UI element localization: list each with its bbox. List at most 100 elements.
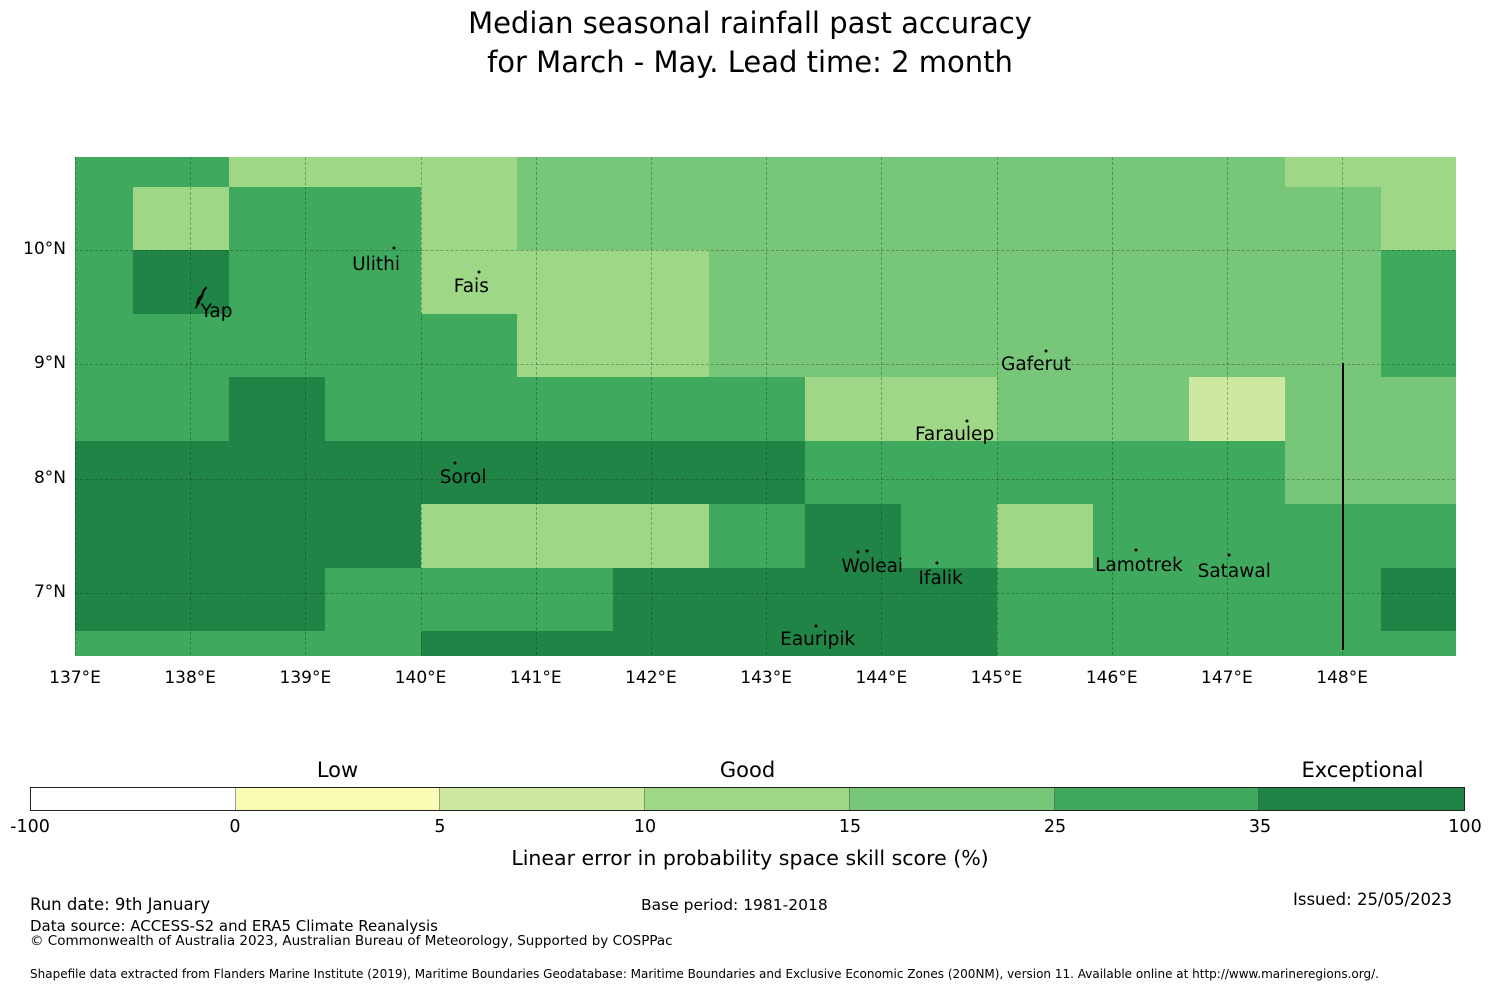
heatmap-cell: [1092, 631, 1190, 656]
heatmap-cell: [708, 186, 806, 251]
x-tick-label: 147°E: [1201, 668, 1253, 688]
heatmap-cell: [132, 504, 230, 569]
heatmap-cell: [1188, 250, 1286, 315]
heatmap-cell: [420, 504, 518, 569]
island-label: Faraulep: [914, 423, 995, 445]
heatmap-cell: [1092, 504, 1190, 569]
island-marker-dot: [1227, 553, 1231, 557]
island-label: Woleai: [841, 556, 904, 578]
heatmap-cell: [75, 567, 134, 632]
heatmap-cell: [900, 377, 998, 442]
colorbar-tick-label: 35: [1248, 817, 1272, 837]
heatmap-cell: [612, 567, 710, 632]
longitude-gridline: [535, 157, 537, 655]
heatmap-cell: [804, 504, 902, 569]
y-tick-label: 7°N: [33, 582, 66, 603]
longitude-gridline: [1111, 157, 1113, 655]
colorbar-segment: [1054, 788, 1260, 810]
longitude-gridline: [881, 157, 883, 655]
island-marker-dot: [856, 550, 860, 554]
island-label: Eauripik: [780, 629, 856, 651]
heatmap-cell: [708, 157, 806, 188]
heatmap-cell: [132, 377, 230, 442]
heatmap-cell: [1380, 440, 1456, 505]
heatmap-cell: [1284, 186, 1382, 251]
heatmap-cell: [900, 504, 998, 569]
heatmap-cell: [420, 631, 518, 656]
island-label: Satawal: [1197, 561, 1271, 583]
colorbar-tick-label: 0: [229, 817, 241, 837]
x-tick-label: 142°E: [625, 668, 677, 688]
heatmap-cell: [516, 250, 614, 315]
heatmap-cell: [996, 157, 1094, 188]
heatmap-cell: [1380, 157, 1456, 188]
heatmap-cell: [996, 313, 1094, 378]
island-label: Ulithi: [352, 253, 401, 275]
heatmap-cell: [75, 504, 134, 569]
island-marker-dot: [453, 461, 457, 465]
colorbar-tick-label: 15: [838, 817, 862, 837]
colorbar-tick-label: 10: [633, 817, 657, 837]
heatmap-cell: [420, 186, 518, 251]
heatmap-cell: [612, 377, 710, 442]
island-marker-dot: [965, 419, 969, 423]
island-marker-dot: [1044, 349, 1048, 353]
colorbar-tick-label: 25: [1043, 817, 1067, 837]
heatmap-cell: [132, 157, 230, 188]
heatmap-cell: [132, 631, 230, 656]
heatmap-cell: [900, 157, 998, 188]
colorbar-region-label: Exceptional: [1301, 758, 1424, 782]
heatmap-cell: [516, 157, 614, 188]
heatmap-cell: [516, 440, 614, 505]
heatmap-cell: [1188, 377, 1286, 442]
x-tick-label: 138°E: [164, 668, 217, 688]
heatmap-cell: [1188, 186, 1286, 251]
heatmap-cell: [612, 186, 710, 251]
heatmap-cell: [324, 186, 422, 251]
island-marker-dot: [477, 270, 481, 274]
heatmap-cell: [900, 567, 998, 632]
heatmap-cell: [1380, 186, 1456, 251]
heatmap-cell: [75, 157, 134, 188]
heatmap-cell: [228, 440, 326, 505]
issued-date-text: Issued: 25/05/2023: [1293, 890, 1453, 909]
x-tick-label: 141°E: [509, 668, 562, 688]
island-label: Gaferut: [1000, 353, 1072, 375]
heatmap-cell: [1284, 157, 1382, 188]
eez-boundary-line: [1342, 363, 1345, 651]
heatmap-cell: [324, 440, 422, 505]
latitude-gridline: [75, 250, 1455, 252]
heatmap-cell: [708, 631, 806, 656]
longitude-gridline: [190, 157, 192, 655]
heatmap-cell: [1284, 377, 1382, 442]
heatmap-cell: [996, 631, 1094, 656]
heatmap-cell: [1284, 631, 1382, 656]
longitude-gridline: [305, 157, 307, 655]
x-tick-label: 143°E: [740, 668, 792, 688]
heatmap-cell: [804, 440, 902, 505]
heatmap-cell: [1092, 567, 1190, 632]
base-period-text: Base period: 1981-2018: [641, 896, 828, 914]
heatmap-cell: [804, 157, 902, 188]
heatmap-cell: [1092, 377, 1190, 442]
colorbar-region-label: Good: [719, 758, 776, 782]
heatmap-cell: [324, 377, 422, 442]
x-tick-label: 146°E: [1085, 668, 1138, 688]
heatmap-cell: [996, 440, 1094, 505]
heatmap-cell: [1188, 440, 1286, 505]
heatmap-cell: [1284, 313, 1382, 378]
heatmap-cell: [612, 504, 710, 569]
heatmap-cell: [1092, 250, 1190, 315]
island-marker-dot: [814, 624, 818, 628]
longitude-gridline: [75, 157, 76, 655]
colorbar-segment: [645, 788, 850, 810]
heatmap-cell: [228, 377, 326, 442]
colorbar-tick-label: 100: [1448, 817, 1482, 837]
longitude-gridline: [996, 157, 998, 655]
heatmap-cell: [804, 631, 902, 656]
colorbar-segment: [235, 788, 441, 810]
heatmap-cell: [1092, 186, 1190, 251]
island-marker-dot: [865, 549, 869, 553]
heatmap-cell: [75, 631, 134, 656]
